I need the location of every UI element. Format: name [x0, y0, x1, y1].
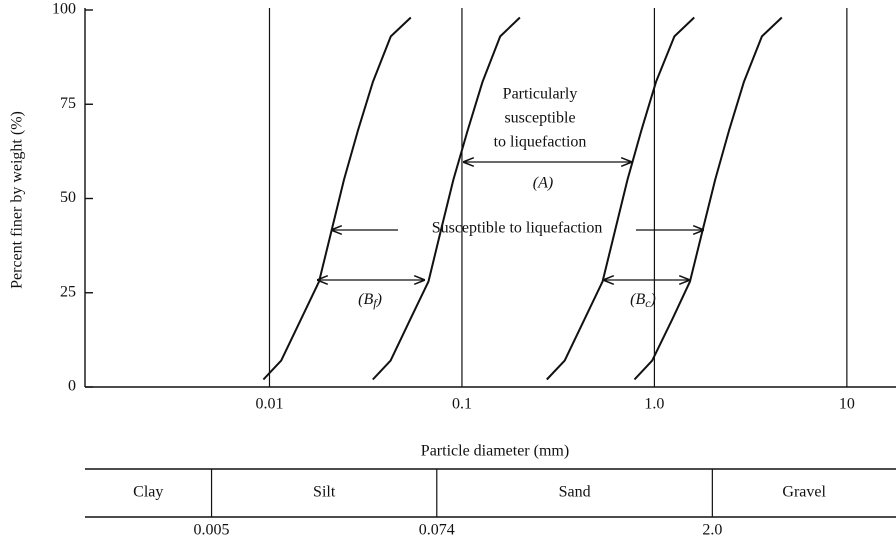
- annotation-subscript: f: [373, 296, 378, 310]
- annotation: Particularly: [503, 86, 578, 103]
- annotation-text: ): [650, 291, 656, 308]
- annotation: susceptible: [504, 110, 575, 127]
- annotation-text: (B: [358, 291, 373, 308]
- x-axis-title: Particle diameter (mm): [421, 443, 569, 460]
- class-name: Clay: [133, 484, 163, 501]
- class-boundary-label: 0.074: [419, 522, 455, 539]
- grid: [268, 8, 848, 387]
- curves: [262, 16, 783, 381]
- x-tick-label: 0.1: [452, 396, 472, 413]
- gradation-curve: [262, 16, 412, 381]
- class-name: Sand: [559, 484, 591, 501]
- annotation-text: ): [376, 291, 382, 308]
- y-tick-label: 50: [60, 189, 76, 206]
- gradation-curve: [546, 16, 695, 381]
- annotation: Susceptible to liquefaction: [432, 220, 603, 237]
- y-tick-label: 25: [60, 283, 76, 300]
- annotation: (Bc): [630, 291, 656, 310]
- annotation-subscript: c: [645, 296, 651, 310]
- class-name: Gravel: [782, 484, 826, 501]
- annotation-text: (B: [630, 291, 645, 308]
- class-boundary-label: 0.005: [194, 522, 230, 539]
- gradation-curve: [633, 16, 783, 381]
- y-tick-label: 100: [52, 1, 76, 18]
- class-name: Silt: [313, 484, 336, 501]
- y-tick-label: 0: [68, 378, 76, 395]
- x-tick-label: 1.0: [644, 396, 664, 413]
- x-tick-label: 0.01: [255, 396, 283, 413]
- annotation: (Bf): [358, 291, 382, 310]
- gradation-curve: [372, 16, 521, 381]
- x-tick-label: 10: [839, 396, 855, 413]
- y-tick-label: 75: [60, 95, 76, 112]
- annotation: (A): [533, 175, 553, 192]
- class-boundary-label: 2.0: [702, 522, 722, 539]
- y-axis-title: Percent finer by weight (%): [9, 111, 26, 289]
- soil-classes: 0.005 0.074 2.0 Clay Silt Sand Gravel: [133, 469, 826, 539]
- annotation: to liquefaction: [494, 134, 587, 151]
